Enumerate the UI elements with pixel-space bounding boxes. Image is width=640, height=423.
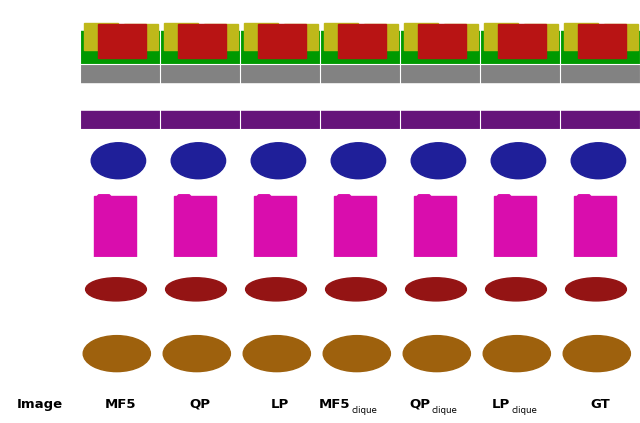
Ellipse shape [243, 335, 310, 372]
Text: LP: LP [492, 398, 511, 411]
Ellipse shape [571, 143, 626, 179]
Ellipse shape [166, 278, 227, 301]
Text: clique: clique [512, 406, 538, 415]
Ellipse shape [332, 143, 385, 179]
Ellipse shape [246, 278, 307, 301]
Bar [578, 25, 626, 58]
Bar [560, 31, 640, 64]
Ellipse shape [86, 278, 147, 301]
Bar [240, 31, 320, 64]
Ellipse shape [492, 143, 545, 179]
Ellipse shape [416, 193, 432, 208]
Bar [320, 110, 400, 129]
Ellipse shape [96, 193, 112, 208]
Text: MF5: MF5 [319, 398, 351, 411]
Bar [244, 23, 278, 50]
Text: LP: LP [271, 398, 289, 411]
Bar [95, 196, 136, 257]
Ellipse shape [576, 193, 592, 208]
Bar [418, 25, 466, 58]
Bar [160, 64, 240, 82]
Text: MF5: MF5 [104, 398, 136, 411]
Bar [564, 23, 598, 50]
Ellipse shape [251, 143, 306, 179]
Ellipse shape [403, 335, 470, 372]
Bar [334, 196, 376, 257]
Text: GT: GT [590, 398, 610, 411]
Bar [258, 25, 306, 58]
Ellipse shape [256, 193, 272, 208]
Ellipse shape [83, 335, 150, 372]
Ellipse shape [486, 278, 547, 301]
Ellipse shape [566, 278, 627, 301]
Bar [178, 25, 226, 58]
Bar [338, 25, 385, 58]
Bar [255, 196, 296, 257]
Bar [284, 25, 317, 50]
Bar [444, 25, 477, 50]
Bar [160, 110, 240, 129]
Bar [174, 196, 216, 257]
Bar [604, 25, 637, 50]
Ellipse shape [412, 143, 466, 179]
Bar [84, 23, 118, 50]
Bar [484, 23, 518, 50]
Bar [400, 110, 480, 129]
Text: clique: clique [352, 406, 378, 415]
Bar [80, 64, 160, 82]
Ellipse shape [92, 143, 146, 179]
Bar [240, 110, 320, 129]
Ellipse shape [163, 335, 230, 372]
Bar [364, 25, 397, 50]
Bar [320, 31, 400, 64]
Text: Image: Image [17, 398, 63, 411]
Ellipse shape [336, 193, 352, 208]
Text: clique: clique [432, 406, 458, 415]
Bar [480, 110, 560, 129]
Bar [124, 25, 157, 50]
Ellipse shape [496, 193, 512, 208]
Ellipse shape [483, 335, 550, 372]
Bar [415, 196, 456, 257]
Bar [560, 110, 640, 129]
Text: QP: QP [410, 398, 430, 411]
Bar [480, 31, 560, 64]
Ellipse shape [406, 278, 467, 301]
Bar [320, 64, 400, 82]
Bar [524, 25, 557, 50]
Bar [80, 31, 160, 64]
Ellipse shape [323, 335, 390, 372]
Bar [480, 64, 560, 82]
Bar [80, 110, 160, 129]
Bar [97, 25, 146, 58]
Bar [324, 23, 358, 50]
Ellipse shape [326, 278, 387, 301]
Bar [204, 25, 237, 50]
Bar [494, 196, 536, 257]
Bar [164, 23, 198, 50]
Bar [160, 31, 240, 64]
Ellipse shape [563, 335, 630, 372]
Text: QP: QP [189, 398, 211, 411]
Bar [575, 196, 616, 257]
Bar [400, 31, 480, 64]
Ellipse shape [172, 143, 226, 179]
Bar [400, 64, 480, 82]
Bar [560, 64, 640, 82]
Ellipse shape [176, 193, 192, 208]
Bar [240, 64, 320, 82]
Bar [404, 23, 438, 50]
Bar [498, 25, 545, 58]
